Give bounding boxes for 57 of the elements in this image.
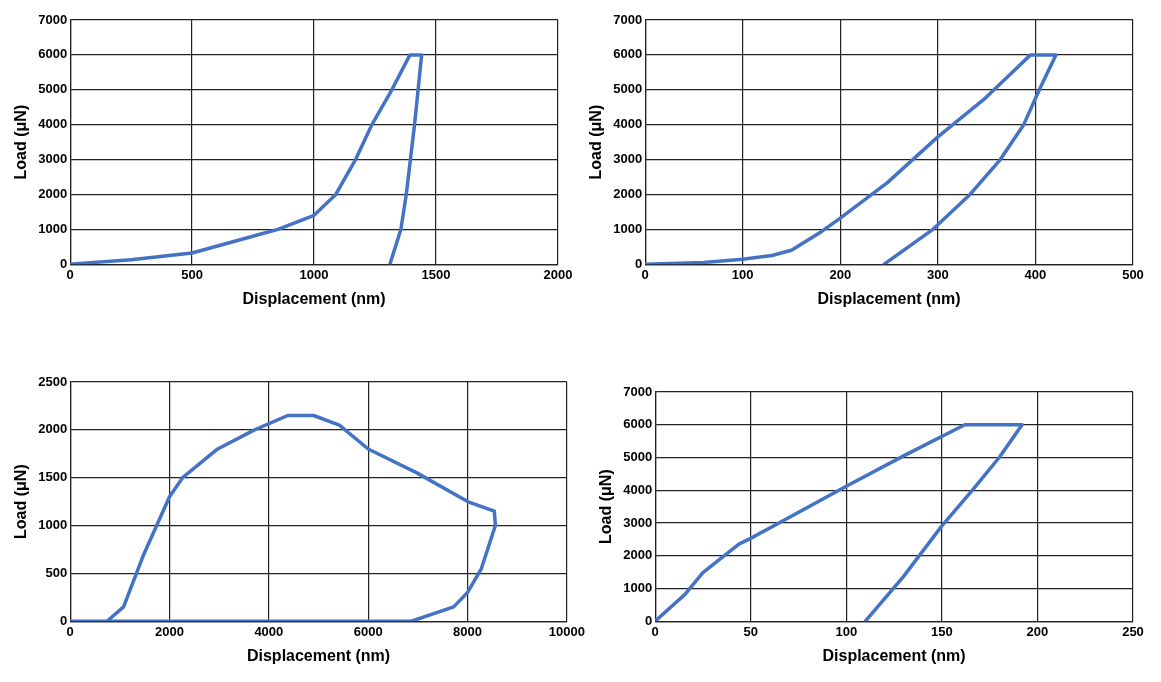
- x-axis-title: Displacement (nm): [242, 289, 386, 307]
- y-tick-label: 5000: [613, 81, 643, 97]
- y-axis-title: Load (μN): [597, 469, 615, 544]
- x-tick-label: 1000: [299, 266, 329, 282]
- y-tick-label: 0: [634, 255, 643, 271]
- y-tick-label: 7000: [623, 383, 653, 399]
- x-axis-title: Displacement (nm): [822, 646, 966, 664]
- y-tick-label: 1000: [623, 580, 653, 596]
- y-tick-label: 0: [59, 612, 68, 628]
- y-tick-label: 6000: [38, 46, 68, 62]
- x-axis-title: Displacement (nm): [246, 646, 391, 664]
- x-tick-label: 4000: [254, 623, 284, 639]
- y-tick-label: 4000: [38, 116, 68, 132]
- x-tick-label: 2000: [155, 623, 184, 639]
- x-tick-label: 10000: [548, 623, 585, 639]
- x-tick-label: 2000: [543, 266, 573, 282]
- x-tick-label: 6000: [353, 623, 383, 639]
- x-tick-label: 500: [181, 266, 203, 282]
- x-tick-label: 200: [829, 266, 852, 282]
- y-tick-label: 7000: [613, 11, 643, 27]
- y-tick-label: 4000: [623, 481, 653, 497]
- y-tick-label: 5000: [38, 81, 68, 97]
- y-tick-label: 2000: [38, 421, 68, 437]
- x-tick-label: 1500: [421, 266, 451, 282]
- y-tick-label: 3000: [38, 151, 68, 167]
- y-tick-label: 0: [644, 612, 653, 628]
- x-tick-label: 300: [927, 266, 949, 282]
- y-axis-title: Load (μN): [587, 104, 605, 180]
- y-tick-label: 2000: [623, 547, 653, 563]
- x-tick-label: 400: [1024, 266, 1047, 282]
- y-tick-label: 0: [59, 255, 68, 271]
- y-tick-label: 3000: [613, 151, 643, 167]
- y-tick-label: 7000: [38, 11, 68, 27]
- y-tick-label: 6000: [623, 416, 653, 432]
- x-tick-label: 250: [1122, 623, 1144, 639]
- y-tick-label: 1000: [38, 220, 68, 236]
- x-tick-label: 150: [931, 623, 953, 639]
- x-tick-label: 500: [1122, 266, 1144, 282]
- y-tick-label: 1000: [38, 517, 68, 533]
- y-tick-label: 4000: [613, 116, 643, 132]
- x-tick-label: 50: [743, 623, 758, 639]
- y-axis-title: Load (μN): [12, 104, 30, 180]
- x-tick-label: 200: [1026, 623, 1049, 639]
- y-tick-label: 2500: [38, 373, 68, 389]
- x-axis-title: Displacement (nm): [817, 289, 961, 307]
- y-tick-label: 2000: [613, 186, 643, 202]
- x-tick-label: 100: [731, 266, 754, 282]
- y-tick-label: 1500: [38, 469, 68, 485]
- y-tick-label: 2000: [38, 186, 68, 202]
- y-tick-label: 3000: [623, 514, 653, 530]
- y-tick-label: 6000: [613, 46, 643, 62]
- x-tick-label: 8000: [453, 623, 483, 639]
- y-tick-label: 1000: [613, 220, 643, 236]
- y-tick-label: 5000: [623, 449, 653, 465]
- x-tick-label: 100: [835, 623, 858, 639]
- y-tick-label: 500: [45, 564, 68, 580]
- y-axis-title: Load (μN): [12, 464, 30, 539]
